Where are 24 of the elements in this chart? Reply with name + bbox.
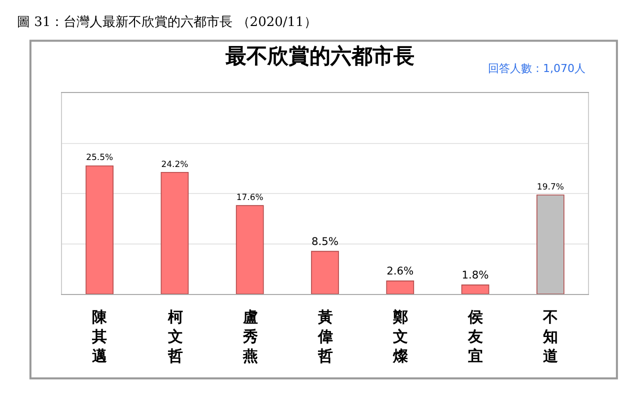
data-label: 8.5% xyxy=(312,235,338,248)
x-tick-label: 陳其邁 xyxy=(91,308,108,365)
x-tick-label: 盧秀燕 xyxy=(242,308,258,365)
x-tick-label: 柯文哲 xyxy=(167,308,183,365)
bar xyxy=(236,205,264,294)
bar xyxy=(160,172,189,294)
text: 回答人數：1,070人 xyxy=(488,62,586,75)
data-label: 24.2% xyxy=(161,160,188,170)
data-label: 1.8% xyxy=(462,268,489,282)
chart-title: 最不欣賞的六都市長 xyxy=(224,44,414,68)
x-tick-label: 不知道 xyxy=(542,308,559,365)
x-tick-label: 黃偉哲 xyxy=(317,308,333,365)
bar xyxy=(386,280,414,294)
caption: 圖 31：台灣人最新不欣賞的六都市長 （2020/11） xyxy=(17,15,317,30)
data-label: 25.5% xyxy=(86,153,114,164)
bar xyxy=(86,165,114,294)
x-tick-label: 侯友宜 xyxy=(467,308,484,365)
x-tick-label: 鄭文燦 xyxy=(392,308,409,365)
data-label: 19.7% xyxy=(536,182,564,192)
bar xyxy=(311,250,339,294)
data-label: 2.6% xyxy=(386,264,414,278)
bar xyxy=(461,284,490,294)
bar xyxy=(536,194,564,294)
data-label: 17.6% xyxy=(236,192,264,203)
